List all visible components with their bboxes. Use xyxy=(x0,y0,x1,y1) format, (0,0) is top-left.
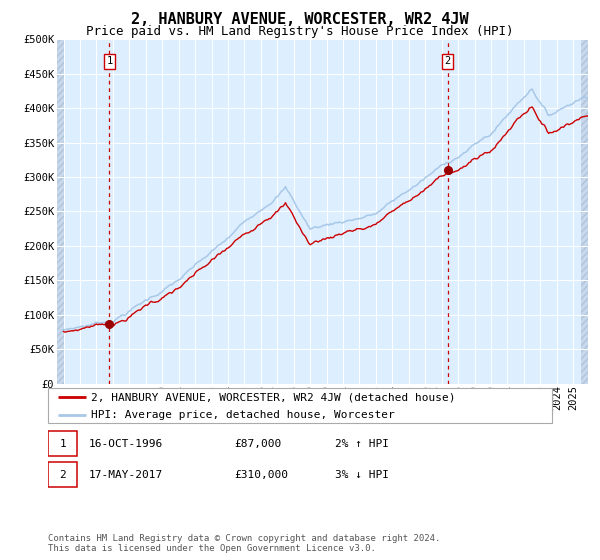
Text: Contains HM Land Registry data © Crown copyright and database right 2024.
This d: Contains HM Land Registry data © Crown c… xyxy=(48,534,440,553)
Text: 2, HANBURY AVENUE, WORCESTER, WR2 4JW: 2, HANBURY AVENUE, WORCESTER, WR2 4JW xyxy=(131,12,469,27)
FancyBboxPatch shape xyxy=(48,432,77,456)
Text: HPI: Average price, detached house, Worcester: HPI: Average price, detached house, Worc… xyxy=(91,410,395,420)
Text: £310,000: £310,000 xyxy=(235,470,289,479)
Text: 3% ↓ HPI: 3% ↓ HPI xyxy=(335,470,389,479)
Text: 1: 1 xyxy=(59,439,66,449)
Text: 2% ↑ HPI: 2% ↑ HPI xyxy=(335,439,389,449)
Text: Price paid vs. HM Land Registry's House Price Index (HPI): Price paid vs. HM Land Registry's House … xyxy=(86,25,514,38)
FancyBboxPatch shape xyxy=(48,388,552,423)
Text: 16-OCT-1996: 16-OCT-1996 xyxy=(88,439,163,449)
FancyBboxPatch shape xyxy=(48,463,77,487)
Text: 1: 1 xyxy=(106,56,113,66)
Text: 2: 2 xyxy=(59,470,66,479)
Bar xyxy=(581,39,588,384)
Text: 2, HANBURY AVENUE, WORCESTER, WR2 4JW (detached house): 2, HANBURY AVENUE, WORCESTER, WR2 4JW (d… xyxy=(91,392,455,402)
Text: 17-MAY-2017: 17-MAY-2017 xyxy=(88,470,163,479)
Text: £87,000: £87,000 xyxy=(235,439,282,449)
Bar xyxy=(57,39,64,384)
Text: 2: 2 xyxy=(445,56,451,66)
